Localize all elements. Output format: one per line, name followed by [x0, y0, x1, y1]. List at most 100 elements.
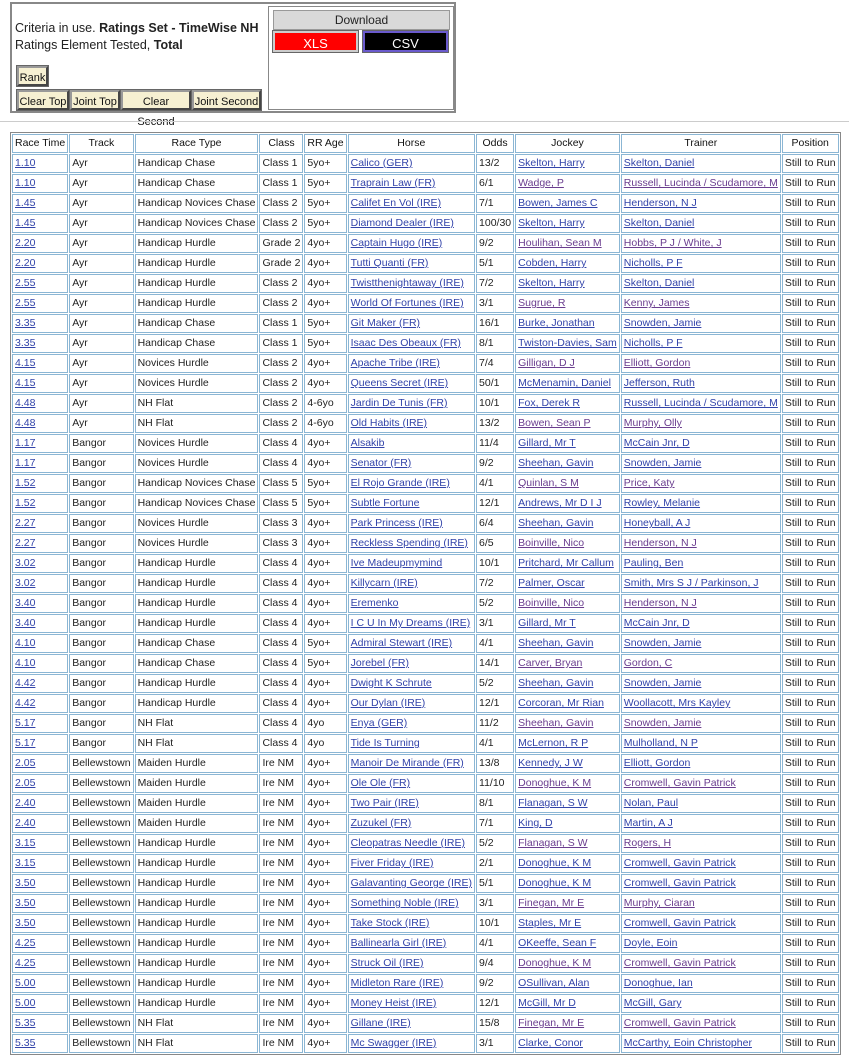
race-time-link[interactable]: 2.40 — [12, 814, 69, 833]
jockey-link[interactable]: Flanagan, S W — [515, 834, 620, 853]
jockey-link[interactable]: McMenamin, Daniel — [515, 374, 620, 393]
race-time-link[interactable]: 2.40 — [12, 794, 69, 813]
race-time-link[interactable]: 4.42 — [12, 674, 69, 693]
jockey-link[interactable]: Bowen, Sean P — [515, 414, 620, 433]
horse-link[interactable]: Ive Madeupmymind — [347, 554, 476, 573]
trainer-link[interactable]: Woollacott, Mrs Kayley — [620, 694, 781, 713]
trainer-link[interactable]: Skelton, Daniel — [620, 274, 781, 293]
jockey-link[interactable]: Skelton, Harry — [515, 154, 620, 173]
horse-link[interactable]: Admiral Stewart (IRE) — [347, 634, 476, 653]
jockey-link[interactable]: Carver, Bryan — [515, 654, 620, 673]
jockey-link[interactable]: Flanagan, S W — [515, 794, 620, 813]
jockey-link[interactable]: McLernon, R P — [515, 734, 620, 753]
trainer-link[interactable]: Rogers, H — [620, 834, 781, 853]
race-time-link[interactable]: 1.10 — [12, 154, 69, 173]
trainer-link[interactable]: Snowden, Jamie — [620, 674, 781, 693]
race-time-link[interactable]: 2.20 — [12, 234, 69, 253]
jockey-link[interactable]: Sheehan, Gavin — [515, 674, 620, 693]
jockey-link[interactable]: OKeeffe, Sean F — [515, 934, 620, 953]
trainer-link[interactable]: Murphy, Olly — [620, 414, 781, 433]
trainer-link[interactable]: Cromwell, Gavin Patrick — [620, 774, 781, 793]
jockey-link[interactable]: Gilligan, D J — [515, 354, 620, 373]
jockey-link[interactable]: Boinville, Nico — [515, 534, 620, 553]
horse-link[interactable]: Two Pair (IRE) — [347, 794, 476, 813]
trainer-link[interactable]: Nicholls, P F — [620, 334, 781, 353]
race-time-link[interactable]: 1.10 — [12, 174, 69, 193]
trainer-link[interactable]: Kenny, James — [620, 294, 781, 313]
trainer-link[interactable]: Cromwell, Gavin Patrick — [620, 954, 781, 973]
jockey-link[interactable]: Gillard, Mr T — [515, 614, 620, 633]
trainer-link[interactable]: Mulholland, N P — [620, 734, 781, 753]
jockey-link[interactable]: Clarke, Conor — [515, 1034, 620, 1053]
jockey-link[interactable]: King, D — [515, 814, 620, 833]
race-time-link[interactable]: 3.50 — [12, 874, 69, 893]
horse-link[interactable]: Reckless Spending (IRE) — [347, 534, 476, 553]
jockey-link[interactable]: Bowen, James C — [515, 194, 620, 213]
horse-link[interactable]: Apache Tribe (IRE) — [347, 354, 476, 373]
race-time-link[interactable]: 2.05 — [12, 774, 69, 793]
horse-link[interactable]: Manoir De Mirande (FR) — [347, 754, 476, 773]
rank-button[interactable]: Rank — [16, 65, 49, 87]
jockey-link[interactable]: Donoghue, K M — [515, 774, 620, 793]
trainer-link[interactable]: Russell, Lucinda / Scudamore, M — [620, 174, 781, 193]
race-time-link[interactable]: 2.27 — [12, 514, 69, 533]
race-time-link[interactable]: 4.15 — [12, 354, 69, 373]
race-time-link[interactable]: 5.17 — [12, 714, 69, 733]
race-time-link[interactable]: 2.55 — [12, 294, 69, 313]
horse-link[interactable]: Captain Hugo (IRE) — [347, 234, 476, 253]
jockey-link[interactable]: Twiston-Davies, Sam — [515, 334, 620, 353]
race-time-link[interactable]: 3.02 — [12, 574, 69, 593]
trainer-link[interactable]: Doyle, Eoin — [620, 934, 781, 953]
horse-link[interactable]: I C U In My Dreams (IRE) — [347, 614, 476, 633]
horse-link[interactable]: Money Heist (IRE) — [347, 994, 476, 1013]
horse-link[interactable]: Fiver Friday (IRE) — [347, 854, 476, 873]
trainer-link[interactable]: Skelton, Daniel — [620, 154, 781, 173]
race-time-link[interactable]: 4.48 — [12, 414, 69, 433]
trainer-link[interactable]: Henderson, N J — [620, 194, 781, 213]
horse-link[interactable]: Alsakib — [347, 434, 476, 453]
race-time-link[interactable]: 3.40 — [12, 594, 69, 613]
trainer-link[interactable]: Skelton, Daniel — [620, 214, 781, 233]
trainer-link[interactable]: Martin, A J — [620, 814, 781, 833]
clear-second-button[interactable]: Clear Second — [120, 89, 192, 128]
horse-link[interactable]: Zuzukel (FR) — [347, 814, 476, 833]
race-time-link[interactable]: 1.52 — [12, 494, 69, 513]
horse-link[interactable]: Califet En Vol (IRE) — [347, 194, 476, 213]
jockey-link[interactable]: Donoghue, K M — [515, 954, 620, 973]
trainer-link[interactable]: McGill, Gary — [620, 994, 781, 1013]
trainer-link[interactable]: Nolan, Paul — [620, 794, 781, 813]
horse-link[interactable]: Mc Swagger (IRE) — [347, 1034, 476, 1053]
horse-link[interactable]: Take Stock (IRE) — [347, 914, 476, 933]
jockey-link[interactable]: Sheehan, Gavin — [515, 714, 620, 733]
horse-link[interactable]: Killycarn (IRE) — [347, 574, 476, 593]
race-time-link[interactable]: 3.50 — [12, 894, 69, 913]
jockey-link[interactable]: Sheehan, Gavin — [515, 634, 620, 653]
jockey-link[interactable]: Wadge, P — [515, 174, 620, 193]
jockey-link[interactable]: Donoghue, K M — [515, 874, 620, 893]
horse-link[interactable]: Cleopatras Needle (IRE) — [347, 834, 476, 853]
race-time-link[interactable]: 2.27 — [12, 534, 69, 553]
race-time-link[interactable]: 2.55 — [12, 274, 69, 293]
race-time-link[interactable]: 5.17 — [12, 734, 69, 753]
horse-link[interactable]: Tutti Quanti (FR) — [347, 254, 476, 273]
race-time-link[interactable]: 4.10 — [12, 634, 69, 653]
trainer-link[interactable]: Murphy, Ciaran — [620, 894, 781, 913]
race-time-link[interactable]: 2.20 — [12, 254, 69, 273]
xls-button[interactable]: XLS — [272, 30, 359, 53]
horse-link[interactable]: Ole Ole (FR) — [347, 774, 476, 793]
jockey-link[interactable]: Cobden, Harry — [515, 254, 620, 273]
horse-link[interactable]: Twistthenightaway (IRE) — [347, 274, 476, 293]
joint-top-button[interactable]: Joint Top — [69, 89, 121, 111]
race-time-link[interactable]: 3.02 — [12, 554, 69, 573]
race-time-link[interactable]: 4.25 — [12, 934, 69, 953]
race-time-link[interactable]: 4.10 — [12, 654, 69, 673]
horse-link[interactable]: Our Dylan (IRE) — [347, 694, 476, 713]
trainer-link[interactable]: Cromwell, Gavin Patrick — [620, 854, 781, 873]
horse-link[interactable]: Eremenko — [347, 594, 476, 613]
trainer-link[interactable]: Russell, Lucinda / Scudamore, M — [620, 394, 781, 413]
horse-link[interactable]: Something Noble (IRE) — [347, 894, 476, 913]
jockey-link[interactable]: Burke, Jonathan — [515, 314, 620, 333]
race-time-link[interactable]: 4.15 — [12, 374, 69, 393]
jockey-link[interactable]: Kennedy, J W — [515, 754, 620, 773]
horse-link[interactable]: Galavanting George (IRE) — [347, 874, 476, 893]
